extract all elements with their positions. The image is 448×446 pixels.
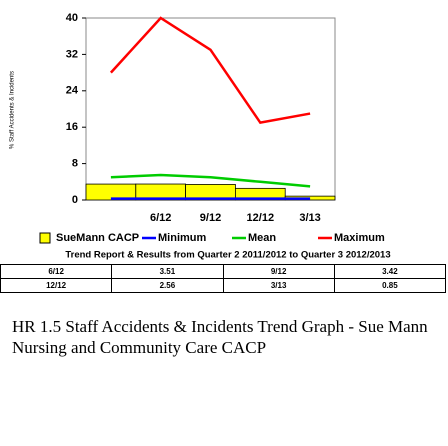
table-cell: 3.51: [111, 264, 224, 279]
line: [109, 16, 311, 125]
x-tick-label: 3/13: [299, 212, 320, 224]
line: [110, 173, 311, 188]
table-cell: 9/12: [222, 264, 335, 279]
y-tick-label: 40: [66, 12, 78, 24]
x-tick-label: 6/12: [150, 212, 171, 224]
table-cell: 3.42: [333, 264, 447, 279]
y-tick-label: 8: [72, 158, 78, 170]
y-axis-label: % Staff Accidents & Incidents: [10, 71, 16, 149]
legend-label: Mean: [248, 232, 276, 244]
y-tick-label: 0: [72, 194, 78, 206]
table-row: 6/12 3.51 9/12 3.42: [0, 264, 447, 279]
plot-frame: [85, 17, 336, 201]
table-cell: 6/12: [0, 264, 113, 279]
legend-label: Minimum: [158, 232, 206, 244]
y-tick-label: 16: [66, 121, 78, 133]
legend-label: SueMann CACP: [56, 232, 139, 244]
bar: [234, 187, 286, 201]
data-table: 6/12 3.51 9/12 3.42 12/12 2.56 3/13 0.85: [0, 264, 447, 293]
y-tick-label: 24: [66, 85, 79, 97]
caption: Trend Report & Results from Quarter 2 20…: [65, 250, 390, 261]
table-cell: 12/12: [0, 278, 113, 293]
table-row: 12/12 2.56 3/13 0.85: [0, 278, 447, 293]
table-cell: 0.85: [333, 278, 447, 293]
table-cell: 3/13: [222, 278, 335, 293]
chart: % Staff Accidents & Incidents Trend Repo…: [10, 12, 391, 261]
legend-swatch: [39, 232, 51, 244]
heading: HR 1.5 Staff Accidents & Incidents Trend…: [12, 317, 428, 357]
y-tick-label: 32: [66, 48, 78, 60]
legend-label: Maximum: [334, 232, 385, 244]
x-tick-label: 9/12: [200, 212, 221, 224]
x-tick-label: 12/12: [247, 212, 275, 224]
table-cell: 2.56: [111, 278, 224, 293]
